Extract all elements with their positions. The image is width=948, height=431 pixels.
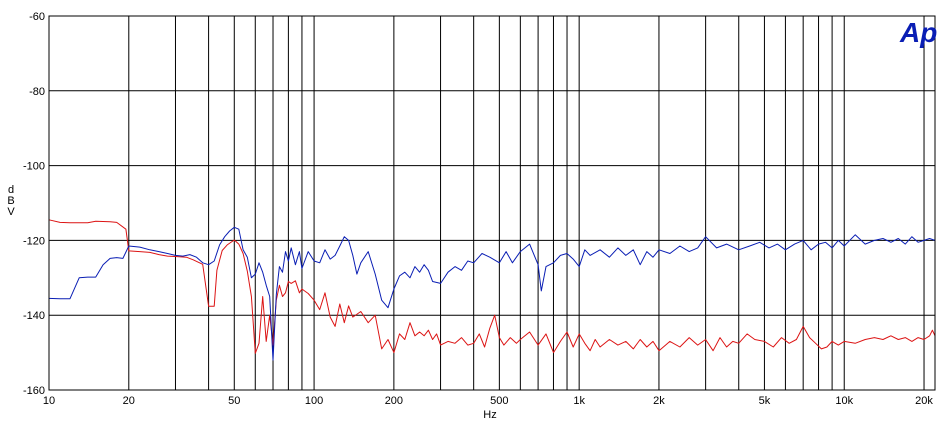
y-axis-label-char: B — [7, 195, 14, 207]
y-axis-label-char: V — [7, 206, 15, 218]
x-tick-label: 100 — [305, 395, 323, 407]
y-tick-label: -140 — [23, 310, 45, 322]
x-tick-label: 20 — [123, 395, 135, 407]
x-tick-label: 2k — [653, 395, 665, 407]
y-tick-label: -160 — [23, 385, 45, 397]
ap-logo: Ap — [899, 17, 937, 48]
x-tick-label: 10 — [43, 395, 55, 407]
y-tick-labels: -60 -80 -100 -120 -140 -160 — [23, 11, 45, 397]
y-tick-label: -120 — [23, 235, 45, 247]
series-group — [48, 219, 936, 361]
x-tick-labels: 10 20 50 100 200 500 1k 2k 5k 10k 20k — [43, 395, 934, 407]
x-tick-label: 200 — [385, 395, 403, 407]
y-axis-label: dBV — [7, 184, 15, 218]
x-tick-label: 20k — [915, 395, 933, 407]
y-tick-label: -60 — [29, 11, 45, 23]
x-axis-label: Hz — [483, 409, 496, 421]
y-axis-label-char: d — [8, 184, 14, 196]
y-tick-label: -80 — [29, 86, 45, 98]
x-tick-label: 10k — [835, 395, 853, 407]
series-line-2 — [48, 226, 936, 361]
plot-frame — [48, 15, 936, 391]
x-tick-label: 1k — [573, 395, 585, 407]
x-tick-label: 5k — [759, 395, 771, 407]
series-line-1 — [48, 219, 936, 354]
y-tick-label: -100 — [23, 161, 45, 173]
plot-area — [49, 16, 935, 390]
x-tick-label: 500 — [490, 395, 508, 407]
x-tick-label: 50 — [228, 395, 240, 407]
